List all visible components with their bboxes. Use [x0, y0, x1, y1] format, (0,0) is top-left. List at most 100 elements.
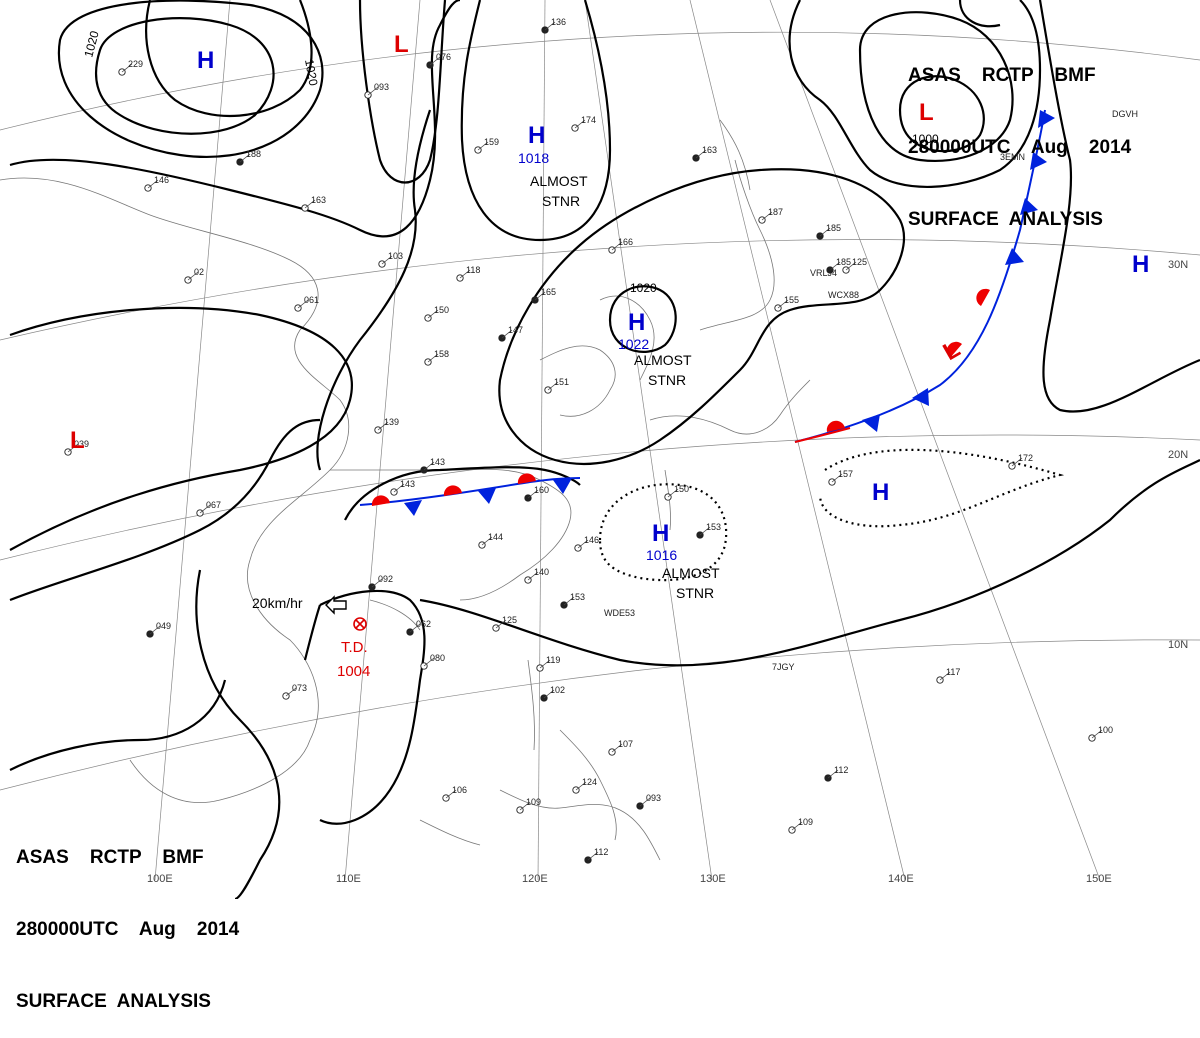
station-plot: 109 [788, 817, 813, 834]
header-line: SURFACE ANALYSIS [908, 209, 1103, 230]
station-plot: 112 [584, 847, 608, 864]
station-value: 163 [311, 195, 326, 205]
station-value: 146 [584, 535, 599, 545]
station-plots: 1362290930761741591881461631631031181651… [64, 17, 1113, 864]
header-line: ASAS RCTP BMF [16, 847, 204, 868]
wind-barb [481, 536, 493, 546]
station-value: 140 [534, 567, 549, 577]
lat-label: 30N [1168, 259, 1188, 271]
wind-barb [939, 671, 951, 681]
station-plot: 140 [524, 567, 549, 584]
cold-front-symbol [404, 500, 422, 516]
station-plot: 165 [531, 287, 556, 304]
weather-map: 100E 110E 120E 130E 140E 150E 10N 20N 30… [0, 0, 1200, 899]
station-plot: 124 [572, 777, 597, 794]
wind-barb [459, 269, 471, 279]
station-value: 049 [156, 621, 171, 631]
station-value: 165 [541, 287, 556, 297]
cold-front-symbol [1038, 110, 1055, 128]
wind-barb [381, 255, 393, 265]
lon-label: 120E [522, 873, 548, 885]
station-plot: 185 [816, 223, 841, 240]
station-value: 153 [706, 522, 721, 532]
station-value: 144 [488, 532, 503, 542]
ship-code: WDE53 [604, 608, 635, 618]
station-value: 124 [582, 777, 597, 787]
station-plot: 158 [424, 349, 449, 366]
wind-barb [297, 299, 309, 309]
station-value: 073 [292, 683, 307, 693]
station-plot: 107 [608, 739, 633, 756]
wind-barb [611, 241, 623, 251]
station-value: 139 [384, 417, 399, 427]
tropical-depression: 20km/hr T.D. 1004 [252, 595, 370, 680]
station-value: 093 [646, 793, 661, 803]
station-value: 229 [128, 59, 143, 69]
station-plot: 150 [664, 484, 689, 501]
wind-barb [121, 63, 133, 73]
station-value: 107 [618, 739, 633, 749]
isobar-label: 1020 [302, 58, 320, 87]
station-value: 102 [550, 685, 565, 695]
station-value: 076 [436, 52, 451, 62]
wind-barb [427, 309, 439, 319]
station-value: 151 [554, 377, 569, 387]
high-center: H [197, 47, 214, 74]
wind-barb [831, 473, 843, 483]
wind-barb [575, 781, 587, 791]
station-plot: 144 [478, 532, 503, 549]
station-value: 150 [674, 484, 689, 494]
station-value: 146 [154, 175, 169, 185]
wind-barb [495, 619, 507, 629]
station-value: 112 [594, 847, 608, 857]
wind-barb [845, 261, 857, 271]
station-value: 188 [246, 149, 261, 159]
stnr-label: STNR [676, 585, 714, 601]
station-value: 125 [852, 257, 867, 267]
lon-label: 110E [336, 873, 361, 885]
wind-barb [304, 199, 316, 209]
station-plot: 076 [426, 52, 451, 69]
wind-barb [819, 227, 831, 237]
station-plot: 02 [184, 267, 204, 284]
wind-barb [667, 488, 679, 498]
front-west [359, 473, 581, 516]
wind-barb [827, 769, 839, 779]
ship-codes: WCX88 VRLJ4 WDE53 7JGY 3EMN DGVH [604, 109, 1138, 672]
station-plot: 153 [560, 592, 585, 609]
station-plot: 174 [571, 115, 596, 132]
station-value: 125 [502, 615, 517, 625]
station-value: 067 [206, 500, 221, 510]
header-line: SURFACE ANALYSIS [16, 991, 211, 1012]
wind-barb [543, 689, 555, 699]
cold-front-symbol [862, 414, 880, 432]
pressure-values: 1018 1022 1016 [518, 150, 677, 563]
stnr-label: STNR [648, 372, 686, 388]
station-value: 112 [834, 765, 848, 775]
lon-label: 140E [888, 873, 914, 885]
station-value: 117 [946, 667, 960, 677]
wind-barb [611, 743, 623, 753]
station-value: 172 [1018, 453, 1033, 463]
station-value: 143 [400, 479, 415, 489]
station-plot: 146 [144, 175, 169, 192]
station-plot: 166 [608, 237, 633, 254]
station-value: 136 [551, 17, 566, 27]
station-value: 155 [784, 295, 799, 305]
high-value: 1018 [518, 150, 549, 166]
header-line: ASAS RCTP BMF [908, 65, 1096, 86]
wind-barb [149, 625, 161, 635]
station-plot: 160 [524, 485, 549, 502]
station-value: 092 [378, 574, 393, 584]
station-plot: 125 [492, 615, 517, 632]
station-plot: 163 [692, 145, 717, 162]
wind-barb [423, 461, 435, 471]
lon-label: 150E [1086, 873, 1112, 885]
wind-barb [1091, 729, 1103, 739]
wind-barb [239, 153, 251, 163]
station-plot: 157 [828, 469, 853, 486]
station-plot: 159 [474, 137, 499, 154]
station-plot: 117 [936, 667, 960, 684]
station-value: 100 [1098, 725, 1113, 735]
cold-front-symbol [1030, 152, 1047, 170]
